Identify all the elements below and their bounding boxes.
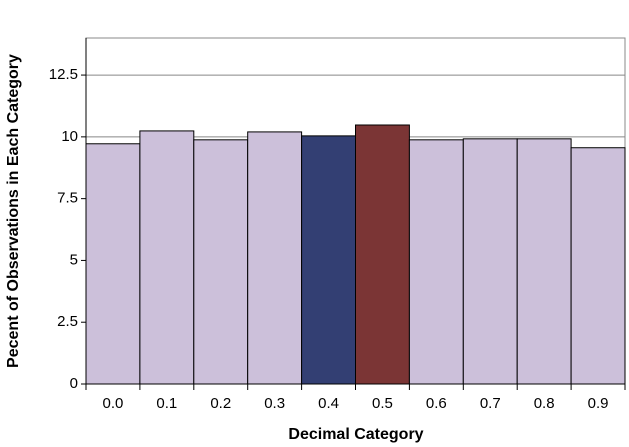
x-tick-label: 0.0 — [103, 395, 124, 412]
y-tick-label: 12.5 — [49, 66, 78, 83]
bar — [570, 147, 626, 385]
bar — [193, 139, 249, 385]
bar — [85, 143, 141, 385]
y-tick-label: 5 — [70, 251, 78, 268]
bar — [408, 139, 464, 385]
y-tick-label: 10 — [61, 128, 78, 145]
x-tick-label: 0.7 — [480, 395, 501, 412]
y-axis-title: Pecent of Observations in Each Category — [5, 54, 22, 368]
x-tick-label: 0.2 — [210, 395, 231, 412]
y-tick-label: 2.5 — [57, 313, 78, 330]
y-tick-label: 0 — [70, 375, 78, 392]
x-tick-label: 0.5 — [372, 395, 393, 412]
x-tick-label: 0.8 — [534, 395, 555, 412]
bar — [247, 131, 303, 385]
x-axis-title: Decimal Category — [288, 426, 423, 443]
x-tick-label: 0.9 — [588, 395, 609, 412]
bar — [301, 135, 357, 385]
bar — [355, 124, 410, 385]
x-tick-label: 0.1 — [156, 395, 177, 412]
bar — [139, 130, 195, 385]
bar — [462, 138, 518, 385]
bar — [516, 138, 572, 385]
x-tick-label: 0.3 — [264, 395, 285, 412]
x-tick-label: 0.6 — [426, 395, 447, 412]
x-tick-label: 0.4 — [318, 395, 339, 412]
y-tick-label: 7.5 — [57, 190, 78, 207]
